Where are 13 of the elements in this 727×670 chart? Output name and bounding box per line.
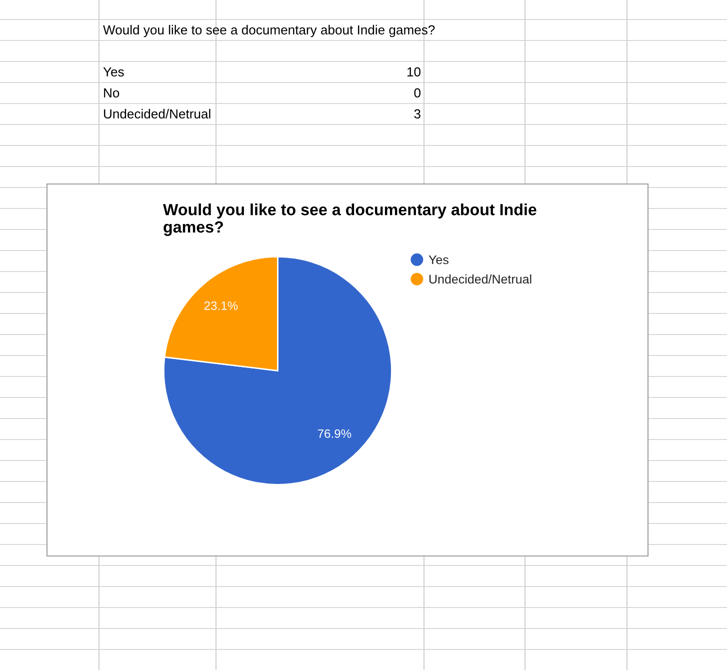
text: 3 xyxy=(414,109,420,119)
data-label: 23.1% xyxy=(204,301,238,310)
legend-label: Undecided/Netrual xyxy=(429,274,532,284)
text: Would you like to see a documentary about Indie games? xyxy=(103,24,435,38)
text: No xyxy=(104,88,120,98)
pie-slice xyxy=(163,256,392,486)
chart-title: Would you like to see a documentary about Indie games? xyxy=(163,204,536,236)
text: 0 xyxy=(414,88,420,98)
data-label: 76.9% xyxy=(318,429,352,438)
text: Undecided/Netrual xyxy=(104,108,210,119)
text: Yes xyxy=(103,67,124,77)
legend-label: Yes xyxy=(428,255,448,264)
text: 10 xyxy=(407,67,420,77)
